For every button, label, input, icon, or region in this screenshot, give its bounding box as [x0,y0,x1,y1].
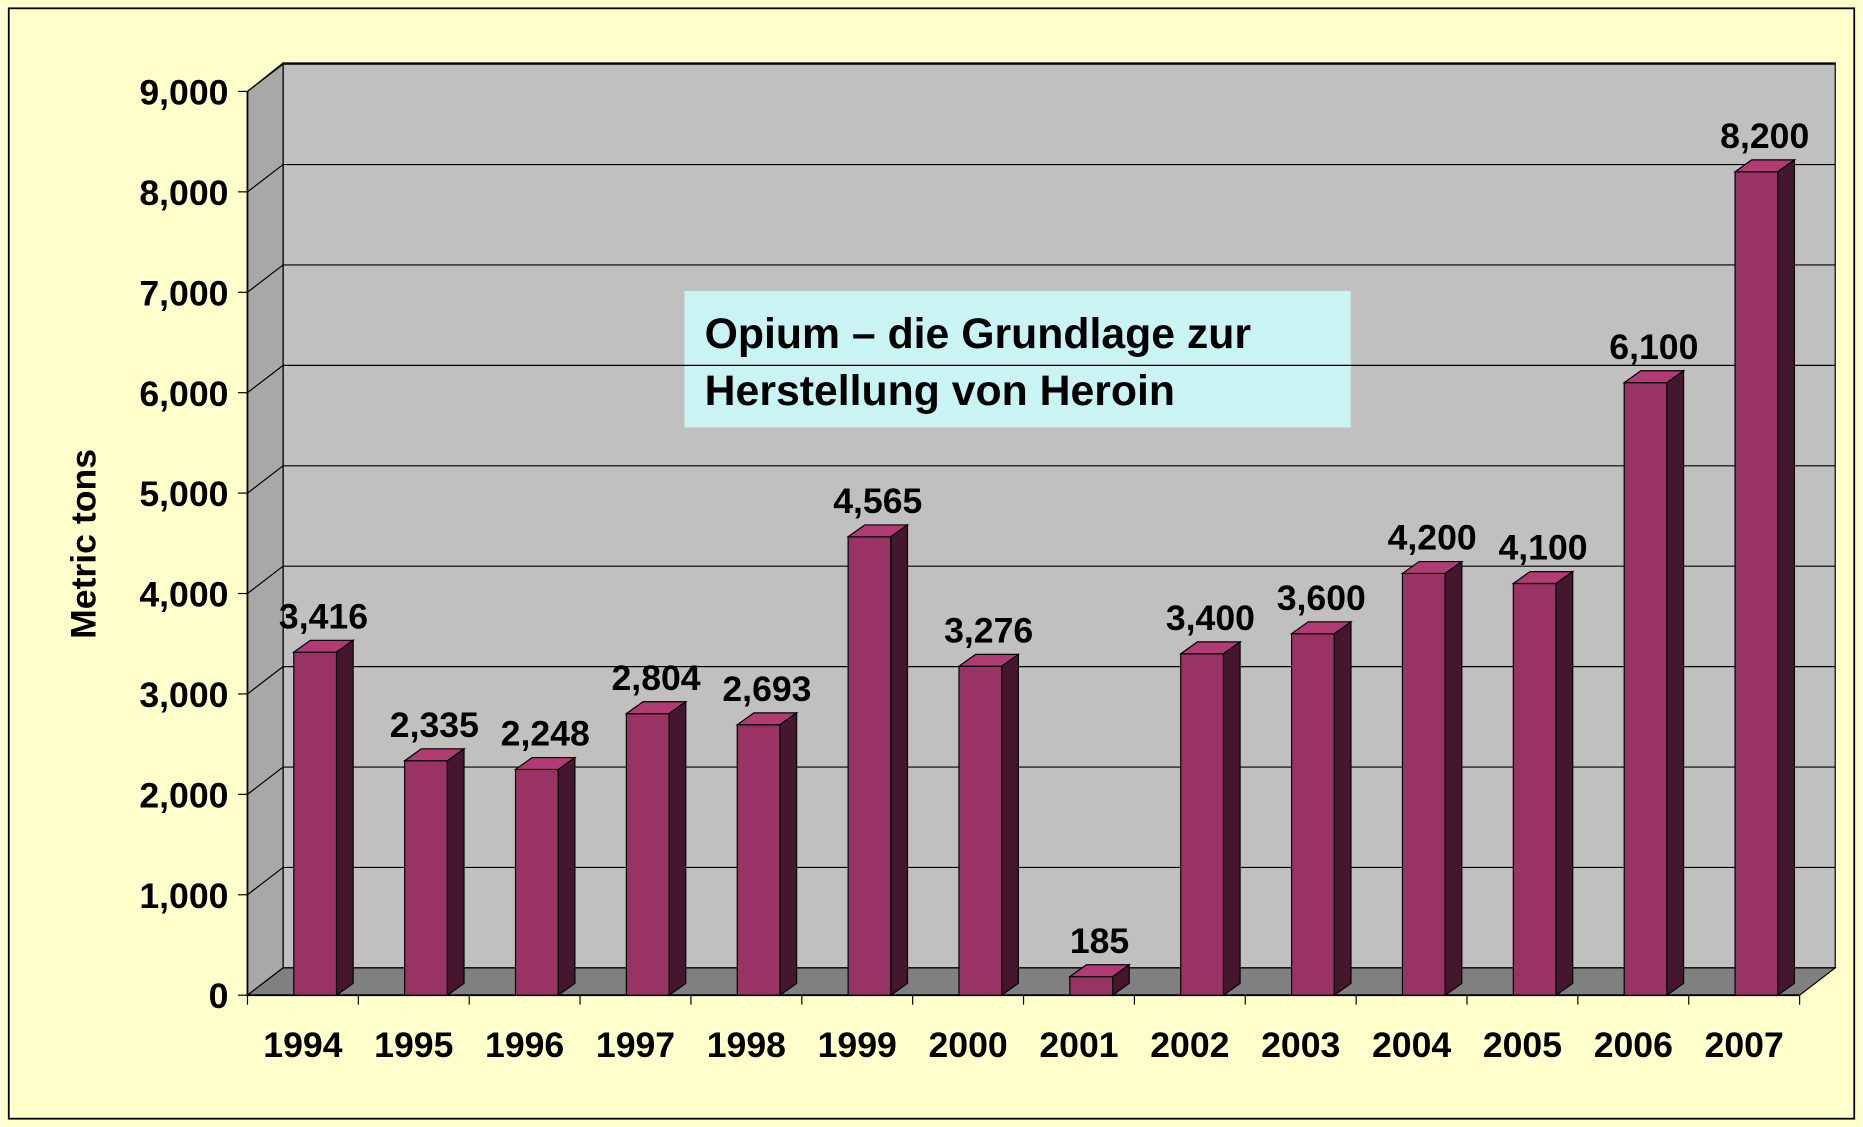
x-tick-label: 2006 [1594,1025,1673,1065]
bar-side [1555,570,1574,997]
value-label: 2,335 [390,705,479,745]
bar-side [335,639,354,997]
grid-line [247,465,284,494]
value-label: 185 [1070,921,1129,961]
bar [625,713,670,996]
title-box [684,290,1351,428]
grid-line [247,164,284,193]
bar-side [890,523,909,997]
grid-line [247,866,284,896]
x-tick-label: 2003 [1261,1025,1340,1065]
x-tick-label: 1999 [818,1025,897,1065]
bar-side [446,747,465,997]
bar [1623,382,1668,996]
grid-line [247,63,284,92]
bar [293,651,338,996]
y-axis-label: Metric tons [63,449,103,639]
x-tick-label: 2001 [1039,1025,1118,1065]
bar [1512,582,1557,996]
bar [736,724,781,996]
bar [1180,653,1225,996]
x-tick-label: 2002 [1150,1025,1229,1065]
grid-line [247,565,284,594]
bar-side [1777,158,1796,997]
value-label: 6,100 [1609,327,1698,367]
value-label: 4,100 [1498,528,1587,568]
bar [1069,976,1114,996]
x-tick-label: 1995 [374,1025,453,1065]
value-label: 3,400 [1166,598,1255,638]
y-tick-label: 0 [209,976,229,1016]
value-label: 8,200 [1720,116,1809,156]
bar [1401,572,1446,996]
value-label: 2,248 [501,714,590,754]
value-label: 3,416 [279,596,368,636]
bar [847,536,892,996]
bar-side [779,711,798,997]
y-tick-label: 9,000 [139,73,228,113]
grid-line [247,264,284,293]
bar [404,760,448,996]
bar [1290,633,1335,996]
grid-line [247,766,284,795]
chart-border [7,7,1856,1120]
y-tick-label: 3,000 [139,675,228,715]
value-label: 2,693 [722,669,811,709]
bar-side [1666,369,1685,997]
y-tick-label: 8,000 [139,173,228,213]
bar-side [1001,653,1019,997]
value-label: 4,200 [1388,518,1477,558]
bar-side [1333,620,1352,997]
x-tick-label: 1997 [596,1025,675,1065]
bar [514,768,559,996]
bar-side [1444,560,1463,997]
bar-side [1222,640,1241,997]
bar-side [557,756,576,997]
y-tick-label: 6,000 [139,374,228,414]
x-tick-label: 1994 [263,1025,342,1065]
value-label: 3,600 [1277,578,1366,618]
x-tick-label: 1998 [707,1025,786,1065]
value-label: 2,804 [612,658,701,698]
x-tick-label: 2007 [1705,1025,1784,1065]
y-tick-label: 2,000 [139,775,228,815]
grid-line [247,364,284,394]
y-tick-label: 4,000 [139,575,228,615]
bar [1734,171,1779,996]
y-tick-label: 7,000 [139,273,228,313]
bar-side [668,700,687,997]
value-label: 3,276 [944,610,1033,650]
value-label: 4,565 [833,481,922,521]
bar-side [1112,963,1130,997]
bar [958,665,1003,996]
x-tick-label: 2000 [928,1025,1007,1065]
y-tick-label: 1,000 [139,876,228,916]
x-tick-label: 2004 [1372,1025,1451,1065]
chart-title: Herstellung von Heroin [705,367,1175,415]
floor [245,967,1837,996]
y-tick-label: 5,000 [139,474,228,514]
side-wall [246,61,284,997]
chart-title: Opium – die Grundlage zur [705,310,1251,358]
x-tick-label: 1996 [485,1025,564,1065]
grid-line [247,666,284,695]
x-tick-label: 2005 [1483,1025,1562,1065]
